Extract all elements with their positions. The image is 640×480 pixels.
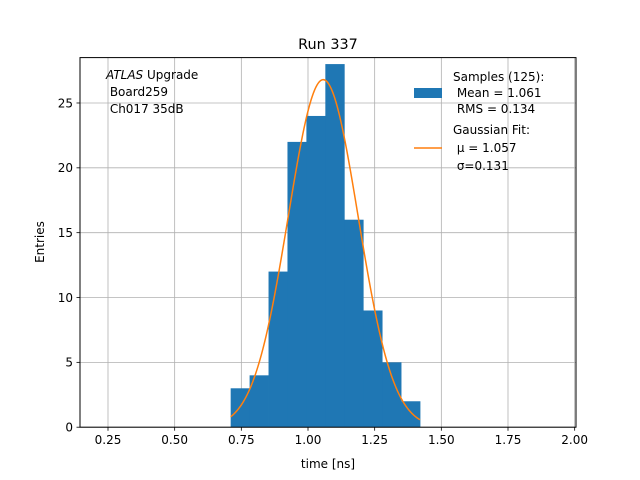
annotation-channel: Ch017 35dB — [106, 102, 184, 116]
histogram-bar — [401, 401, 421, 428]
histogram-bar — [325, 64, 345, 428]
histogram-bar — [344, 219, 364, 428]
histogram-bar — [287, 141, 307, 428]
y-tick-label: 15 — [58, 226, 73, 240]
y-tick-label: 0 — [65, 421, 73, 435]
y-tick-label: 5 — [65, 356, 73, 370]
annotation-atlas: ATLAS — [105, 68, 144, 82]
x-tick-label: 0.25 — [95, 433, 122, 447]
y-tick-label: 20 — [58, 161, 73, 175]
legend-samples-title: Samples (125): — [453, 70, 544, 84]
y-tick-label: 10 — [58, 291, 73, 305]
annotation-board: Board259 — [106, 85, 168, 99]
atlas-annotation: ATLAS Upgrade Board259 Ch017 35dB — [105, 68, 198, 116]
legend-samples-swatch — [414, 88, 442, 98]
legend-fit-title: Gaussian Fit: — [453, 123, 530, 137]
chart-title: Run 337 — [298, 37, 358, 53]
x-tick-label: 1.75 — [495, 433, 522, 447]
x-tick-label: 1.25 — [361, 433, 388, 447]
histogram-bar — [268, 271, 288, 428]
annotation-line-1: ATLAS Upgrade — [105, 68, 198, 82]
y-axis-ticks: 0 5 10 15 20 25 — [58, 96, 80, 435]
x-axis-ticks: 0.25 0.50 0.75 1.00 1.25 1.50 1.75 2.00 — [95, 427, 588, 447]
legend-fit-mu: μ = 1.057 — [453, 141, 517, 155]
x-tick-label: 2.00 — [561, 433, 588, 447]
legend-fit-sigma: σ=0.131 — [453, 159, 509, 173]
gaussian-fit-curve — [230, 78, 421, 421]
x-tick-label: 1.00 — [295, 433, 322, 447]
histogram-bar — [249, 375, 269, 428]
gaussian-fit-layer — [230, 78, 421, 421]
y-axis-label: Entries — [33, 221, 47, 263]
x-tick-label: 1.50 — [428, 433, 455, 447]
annotation-upgrade: Upgrade — [143, 68, 198, 82]
legend-samples-rms: RMS = 0.134 — [453, 102, 535, 116]
x-tick-label: 0.50 — [161, 433, 188, 447]
histogram-bar — [363, 310, 383, 428]
histogram-bar — [306, 115, 326, 428]
legend: Samples (125): Mean = 1.061 RMS = 0.134 … — [414, 70, 544, 173]
plot-frame — [79, 57, 577, 428]
y-tick-label: 25 — [58, 96, 73, 110]
histogram-bar — [382, 362, 402, 428]
x-axis-label: time [ns] — [301, 457, 355, 471]
x-tick-label: 0.75 — [228, 433, 255, 447]
legend-samples-mean: Mean = 1.061 — [453, 86, 542, 100]
histogram-bars — [230, 64, 421, 428]
